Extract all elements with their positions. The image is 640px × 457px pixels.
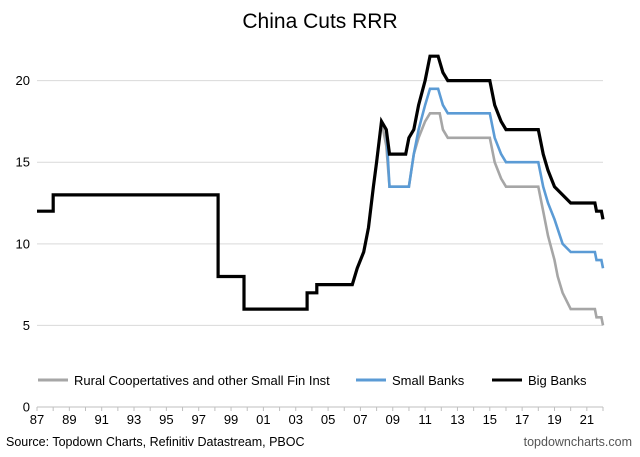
x-tick-label-11: 11 xyxy=(418,412,432,427)
y-tick-label-15: 15 xyxy=(16,155,30,170)
x-tick-label-19: 19 xyxy=(547,412,561,427)
gridlines xyxy=(37,80,603,326)
x-tick-label-05: 05 xyxy=(321,412,335,427)
series-line-big-banks xyxy=(37,54,605,311)
x-axis-ticks: 87 89 91 93 95 97 99 01 03 05 07 09 11 13 15 17 19 21 xyxy=(30,407,604,427)
x-tick-label-07: 07 xyxy=(353,412,367,427)
y-tick-label-0: 0 xyxy=(23,400,30,415)
x-tick-label-99: 99 xyxy=(224,412,238,427)
x-tick-label-97: 97 xyxy=(191,412,205,427)
legend-label-big-banks: Big Banks xyxy=(528,373,587,388)
x-tick-label-93: 93 xyxy=(127,412,141,427)
x-tick-label-87: 87 xyxy=(30,412,44,427)
x-tick-label-17: 17 xyxy=(515,412,529,427)
x-tick-label-09: 09 xyxy=(386,412,400,427)
x-tick-label-89: 89 xyxy=(62,412,76,427)
chart-title: China Cuts RRR xyxy=(242,10,397,33)
y-axis-ticks: 0 5 10 15 20 xyxy=(16,73,30,414)
x-tick-label-21: 21 xyxy=(580,412,594,427)
source-note: Source: Topdown Charts, Refinitiv Datast… xyxy=(6,435,305,449)
x-tick-label-03: 03 xyxy=(289,412,303,427)
credit-label: topdowncharts.com xyxy=(524,435,632,449)
y-tick-label-5: 5 xyxy=(23,318,30,333)
legend-label-small-banks: Small Banks xyxy=(392,373,465,388)
legend: Rural Coopertatives and other Small Fin … xyxy=(38,373,587,388)
x-tick-label-15: 15 xyxy=(483,412,497,427)
series-line-small-banks xyxy=(385,87,605,269)
legend-label-rural: Rural Coopertatives and other Small Fin … xyxy=(74,373,330,388)
x-tick-label-91: 91 xyxy=(94,412,108,427)
x-tick-label-13: 13 xyxy=(450,412,464,427)
x-tick-label-95: 95 xyxy=(159,412,173,427)
y-tick-label-10: 10 xyxy=(16,236,30,251)
y-tick-label-20: 20 xyxy=(16,73,30,88)
x-tick-label-01: 01 xyxy=(256,412,270,427)
series-lines xyxy=(37,54,605,326)
